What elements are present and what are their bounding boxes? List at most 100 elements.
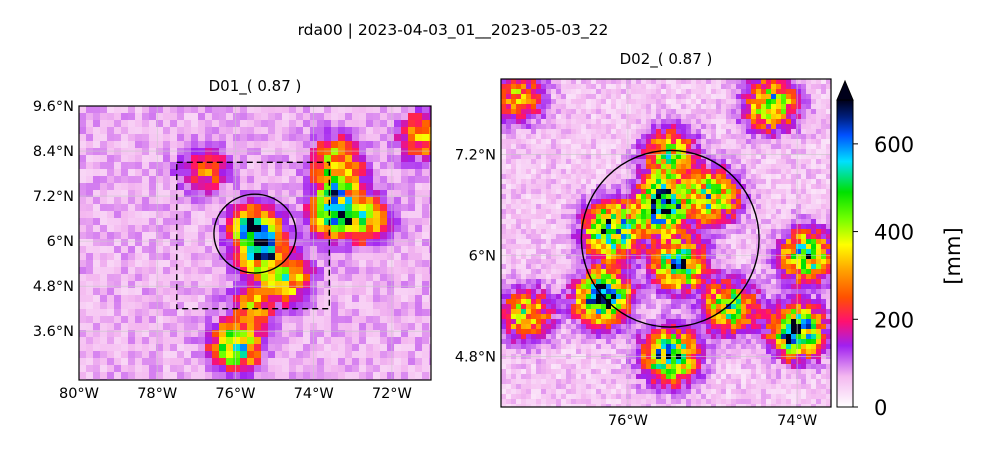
field-cell [521,244,527,250]
field-cell [296,309,304,317]
field-cell [247,225,255,233]
field-cell [656,309,662,315]
field-cell [86,197,94,205]
field-cell [681,239,687,245]
field-cell [506,314,512,320]
field-cell [233,323,241,331]
field-cell [352,204,360,212]
field-cell [626,294,632,300]
field-cell [268,330,276,338]
field-cell [556,89,562,95]
field-cell [324,358,332,366]
field-cell [338,351,346,359]
field-cell [415,281,423,289]
field-cell [526,259,532,265]
field-cell [205,127,213,135]
field-cell [666,124,672,130]
field-cell [651,309,657,315]
field-cell [686,294,692,300]
field-cell [516,289,522,295]
field-cell [212,155,220,163]
field-cell [556,109,562,115]
field-cell [93,239,101,247]
field-cell [219,148,227,156]
field-cell [556,134,562,140]
field-cell [128,330,136,338]
field-cell [401,302,409,310]
field-cell [701,274,707,280]
field-cell [275,309,283,317]
field-cell [212,183,220,191]
d01-precip-field [79,106,431,380]
field-cell [506,199,512,205]
field-cell [606,334,612,340]
field-cell [240,155,248,163]
field-cell [671,144,677,150]
field-cell [511,359,517,365]
field-cell [641,159,647,165]
field-cell [142,309,150,317]
field-cell [149,127,157,135]
field-cell [526,239,532,245]
field-cell [422,316,430,324]
field-cell [429,183,431,191]
field-cell [149,309,157,317]
field-cell [601,229,607,235]
field-cell [586,249,592,255]
field-cell [511,304,517,310]
field-cell [289,225,297,233]
field-cell [352,274,360,282]
field-cell [536,164,542,170]
field-cell [324,309,332,317]
field-cell [641,284,647,290]
field-cell [691,214,697,220]
field-cell [121,288,129,296]
field-cell [576,314,582,320]
field-cell [198,218,206,226]
field-cell [86,134,94,142]
field-cell [556,259,562,265]
field-cell [546,139,552,145]
field-cell [586,159,592,165]
field-cell [303,344,311,352]
y-tick-label: 4.8°N [33,279,74,295]
field-cell [261,113,269,121]
field-cell [114,113,122,121]
field-cell [359,148,367,156]
field-cell [616,229,622,235]
field-cell [107,232,115,240]
field-cell [506,109,512,115]
field-cell [338,309,346,317]
field-cell [79,358,87,366]
field-cell [107,148,115,156]
field-cell [373,120,381,128]
field-cell [149,183,157,191]
field-cell [93,351,101,359]
field-cell [100,337,108,345]
field-cell [359,302,367,310]
field-cell [571,344,577,350]
field-cell [656,174,662,180]
field-cell [86,330,94,338]
field-cell [205,274,213,282]
field-cell [566,329,572,335]
field-cell [626,319,632,325]
field-cell [551,84,557,90]
field-cell [636,104,642,110]
field-cell [268,190,276,198]
field-cell [541,344,547,350]
field-cell [621,119,627,125]
field-cell [686,239,692,245]
field-cell [536,269,542,275]
field-cell [373,155,381,163]
field-cell [546,279,552,285]
field-cell [247,358,255,366]
field-cell [289,120,297,128]
field-cell [661,399,667,405]
field-cell [345,162,353,170]
field-cell [561,349,567,355]
field-cell [282,246,290,254]
field-cell [511,329,517,335]
field-cell [616,204,622,210]
field-cell [380,309,388,317]
